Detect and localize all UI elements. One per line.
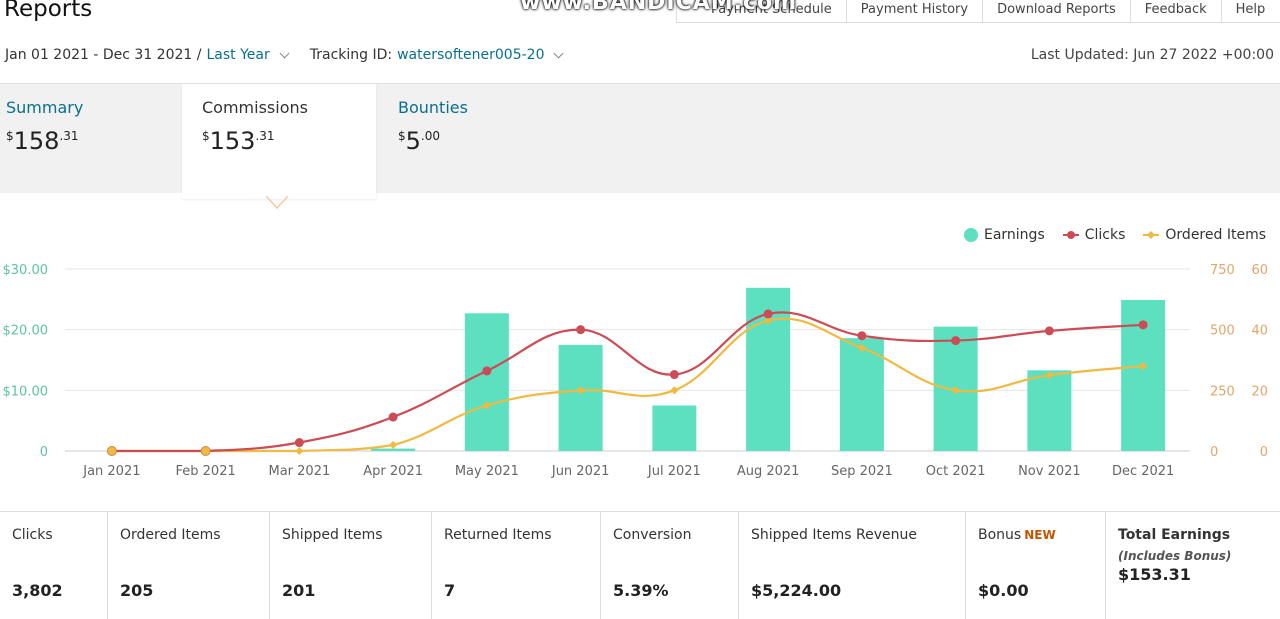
page-title: Reports [4,0,93,22]
ordered-items-point [576,386,585,395]
watermark: www.BANDICAM.com [520,0,798,15]
top-nav: Payment Schedule Payment History Downloa… [676,0,1280,23]
y-axis-right2-tick: 20 [1251,384,1268,399]
x-axis-tick: May 2021 [455,464,519,479]
ordered-items-point [857,343,866,352]
chevron-down-icon[interactable] [554,48,564,58]
legend-ordered-items[interactable]: Ordered Items [1143,227,1266,243]
commissions-amount: $153.31 [202,127,275,155]
clicks-point [669,370,679,380]
x-axis-tick: Sep 2021 [831,464,893,479]
nav-help[interactable]: Help [1220,0,1280,22]
y-axis-left-tick: $10.00 [3,384,49,399]
x-axis-tick: Mar 2021 [269,464,331,479]
clicks-point [200,446,211,456]
tracking-id-dropdown[interactable]: watersoftener005-20 [397,47,545,63]
earnings-bar [1027,370,1072,451]
metric-clicks: Clicks 3,802 [0,512,108,619]
ordered-items-point [764,316,773,325]
summary-tab-label[interactable]: Summary [6,98,84,117]
x-axis-tick: Nov 2021 [1018,464,1081,479]
y-axis-right2-tick: 60 [1251,263,1268,278]
ordered-items-point [951,386,960,395]
clicks-point [951,336,961,346]
ordered-items-point [1045,371,1054,380]
legend-clicks[interactable]: Clicks [1062,227,1125,243]
last-updated: Last Updated: Jun 27 2022 +00:00 [1030,47,1274,63]
ordered-items-point [670,386,679,395]
chevron-down-icon[interactable] [279,48,290,58]
clicks-point [857,331,867,341]
earnings-bar [839,338,884,451]
earnings-legend-icon [963,228,978,242]
ordered-items-point [389,440,398,449]
nav-payment-schedule[interactable]: Payment Schedule [676,0,846,22]
clicks-point [294,438,304,448]
earnings-bar [652,405,697,451]
clicks-point [576,325,586,335]
filter-bar: Jan 01 2021 - Dec 31 2021 / Last Year Tr… [5,47,584,63]
clicks-point [106,446,117,456]
y-axis-left-tick: 0 [40,445,48,460]
new-badge: NEW [1024,528,1056,542]
chart-legend: Earnings Clicks Ordered Items [963,227,1266,243]
x-axis-tick: Jun 2021 [551,464,610,479]
ordered-items-point [295,447,304,455]
ordered-items-legend-icon [1143,231,1160,239]
metric-conversion: Conversion 5.39% [601,512,739,619]
earnings-bar [371,448,416,451]
x-axis-tick: Feb 2021 [176,464,236,479]
y-axis-right2-tick: 40 [1251,324,1268,339]
x-axis-tick: Dec 2021 [1112,464,1174,479]
bounties-tab[interactable]: Bounties $5.00 [392,84,592,194]
metric-bonus: Bonus NEW $0.00 [966,512,1106,619]
ordered-items-point [482,401,491,410]
ordered-items-point [1139,362,1148,371]
bounties-tab-label[interactable]: Bounties [398,98,468,117]
commissions-tab-label: Commissions [202,98,308,117]
bounties-amount: $5.00 [398,127,441,155]
x-axis-tick: Oct 2021 [926,464,986,479]
date-preset-dropdown[interactable]: Last Year [206,47,270,63]
legend-earnings[interactable]: Earnings [963,227,1045,243]
y-axis-right-tick: 500 [1210,324,1235,339]
nav-download-reports[interactable]: Download Reports [982,0,1130,22]
metric-returned-items: Returned Items 7 [432,512,601,619]
x-axis-tick: Jul 2021 [647,464,701,479]
y-axis-right-tick: 250 [1210,384,1235,399]
y-axis-left-tick: $30.00 [3,263,49,278]
earnings-chart: 0 0 0 $10.00 250 20 $20.00 500 40 $30.00 750 60 Jan … [3,263,1269,479]
metric-shipped-revenue: Shipped Items Revenue $5,224.00 [739,512,966,619]
earnings-bar [558,344,603,451]
clicks-point [482,366,492,376]
x-axis-tick: Aug 2021 [737,464,800,479]
metric-total-earnings: Total Earnings (Includes Bonus) $153.31 [1118,527,1232,584]
metric-shipped-items: Shipped Items 201 [270,512,432,619]
metric-ordered-items: Ordered Items 205 [108,512,270,619]
x-axis-tick: Apr 2021 [363,464,423,479]
y-axis-right-tick: 750 [1210,263,1235,278]
tab-pointer-icon [266,196,288,210]
clicks-line [111,311,1144,453]
summary-tab[interactable]: Summary $158.31 [0,84,182,194]
date-range: Jan 01 2021 - Dec 31 2021 / [5,47,202,63]
commissions-tab[interactable]: Commissions $153.31 [182,84,376,199]
earnings-bar [464,313,509,451]
x-axis-tick: Jan 2021 [82,464,140,479]
nav-feedback[interactable]: Feedback [1129,0,1221,22]
y-axis-right-tick: 0 [1210,445,1218,460]
clicks-point [763,309,773,319]
summary-strip: Summary $158.31 Commissions $153.31 Boun… [0,83,1280,199]
tracking-label: Tracking ID: [309,47,393,63]
clicks-point [388,412,398,422]
y-axis-left-tick: $20.00 [3,324,49,339]
clicks-point [1044,326,1054,336]
clicks-point [1138,320,1148,330]
summary-amount: $158.31 [6,127,79,155]
clicks-legend-icon [1062,231,1079,239]
metrics-row: Clicks 3,802 Ordered Items 205 Shipped I… [0,511,1280,619]
nav-payment-history[interactable]: Payment History [845,0,982,22]
y-axis-right2-tick: 0 [1260,445,1268,460]
